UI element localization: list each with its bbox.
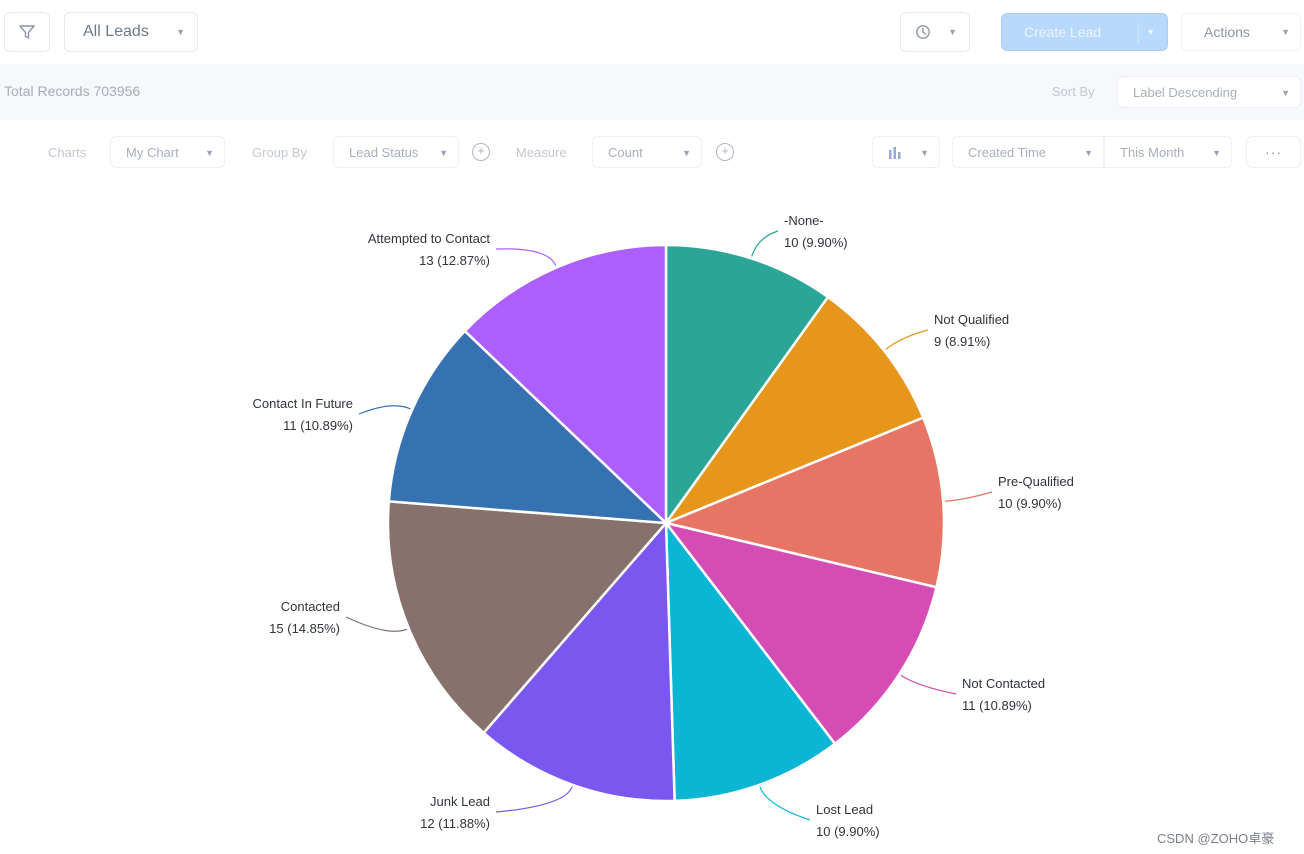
leader-line [945,491,993,502]
pie-slice-junk-lead[interactable] [481,519,676,803]
slice-value-label: 15 (14.85%) [269,621,340,636]
leader-line [885,329,929,350]
leader-line [495,248,557,266]
create-lead-dropdown-icon[interactable]: ▼ [1146,27,1155,37]
pie-slice-pre-qualified[interactable] [661,415,946,589]
leader-line [345,616,408,632]
clock-menu-button[interactable]: ▼ [900,12,970,52]
clock-icon [916,25,930,39]
total-records: Total Records 703956 [4,83,141,99]
chevron-down-icon: ▼ [920,148,929,158]
time-range-select[interactable]: This Month ▼ [1104,136,1232,168]
pie-leader-lines [345,230,993,821]
top-toolbar: All Leads ▼ ▼ Create Lead ▼ Actions ▼ [0,0,1304,64]
slice-label: Attempted to Contact [368,231,491,246]
pie-slice-none[interactable] [664,243,830,527]
slice-label: -None- [784,213,824,228]
measure-value: Count [608,144,643,160]
create-lead-label: Create Lead [1024,24,1102,40]
group-by-label: Group By [252,145,307,160]
actions-button[interactable]: Actions ▼ [1181,13,1301,51]
slice-label: Contacted [281,599,340,614]
chart-type-select[interactable]: ▼ [872,136,940,168]
filter-button[interactable] [4,12,50,52]
actions-label: Actions [1204,24,1250,40]
slice-label: Pre-Qualified [998,474,1074,489]
chart-select-value: My Chart [126,144,179,160]
bar-chart-icon [889,147,901,159]
slice-label: Lost Lead [816,802,873,817]
slice-label: Not Contacted [962,676,1045,691]
chevron-down-icon: ▼ [948,27,957,37]
leader-line [495,786,573,813]
time-field-value: Created Time [968,144,1047,160]
pie-labels: -None- 10 (9.90%) Not Qualified 9 (8.91%) Pr… [253,213,1074,839]
pie-slice-not-qualified[interactable] [662,295,925,526]
filter-icon [19,25,35,39]
slice-value-label: 11 (10.89%) [962,698,1032,713]
slice-value-label: 10 (9.90%) [998,496,1062,511]
pie-slice-lost-lead[interactable] [664,519,837,803]
pie-slice-not-contacted[interactable] [662,520,938,746]
chevron-down-icon: ▼ [682,148,691,158]
leader-line [358,405,411,415]
sort-select[interactable]: Label Descending ▼ [1117,76,1301,108]
slice-value-label: 9 (8.91%) [934,334,990,349]
measure-label: Measure [516,145,567,160]
pie-slice-attempted-to-contact[interactable] [463,243,668,526]
group-by-value: Lead Status [349,144,419,160]
split-divider [1138,22,1139,44]
pie-slices [386,243,946,803]
time-field-select[interactable]: Created Time ▼ [952,136,1104,168]
chevron-down-icon: ▼ [1084,148,1093,158]
charts-label: Charts [48,145,87,160]
group-by-select[interactable]: Lead Status ▼ [333,136,459,168]
chevron-down-icon: ▼ [1281,27,1290,37]
watermark: CSDN @ZOHO卓豪 [1157,831,1275,846]
sort-select-value: Label Descending [1133,84,1238,100]
chevron-down-icon: ▼ [1212,148,1221,158]
chevron-down-icon: ▼ [205,148,214,158]
pie-slice-contact-in-future[interactable] [387,329,670,525]
slice-value-label: 10 (9.90%) [784,235,848,250]
slice-value-label: 10 (9.90%) [816,824,880,839]
more-options-button[interactable]: ··· [1246,136,1301,168]
chart-controls: Charts My Chart ▼ Group By Lead Status ▼… [0,120,1304,184]
add-measure-icon[interactable]: + [716,143,734,161]
slice-value-label: 12 (11.88%) [420,816,490,831]
slice-label: Junk Lead [430,794,490,809]
leader-line [751,230,779,257]
lead-status-pie-chart: -None- 10 (9.90%) Not Qualified 9 (8.91%) Pr… [253,213,1074,839]
measure-select[interactable]: Count ▼ [592,136,702,168]
chevron-down-icon: ▼ [439,148,448,158]
slice-value-label: 11 (10.89%) [283,418,353,433]
leader-line [900,674,957,695]
chart-select[interactable]: My Chart ▼ [110,136,225,168]
pie-slice-contacted[interactable] [386,500,669,735]
create-lead-button[interactable]: Create Lead ▼ [1001,13,1168,51]
slice-label: Not Qualified [934,312,1009,327]
records-bar: Total Records 703956 Sort By Label Desce… [0,64,1304,120]
view-select[interactable]: All Leads ▼ [64,12,198,52]
slice-value-label: 13 (12.87%) [419,253,490,268]
slice-label: Contact In Future [253,396,353,411]
view-select-label: All Leads [83,23,149,40]
time-range-value: This Month [1120,144,1185,160]
sort-by-label: Sort By [1052,84,1095,99]
chevron-down-icon: ▼ [176,27,185,37]
add-group-icon[interactable]: + [472,143,490,161]
chevron-down-icon: ▼ [1281,88,1290,98]
leader-line [759,786,811,821]
more-icon: ··· [1265,144,1282,160]
